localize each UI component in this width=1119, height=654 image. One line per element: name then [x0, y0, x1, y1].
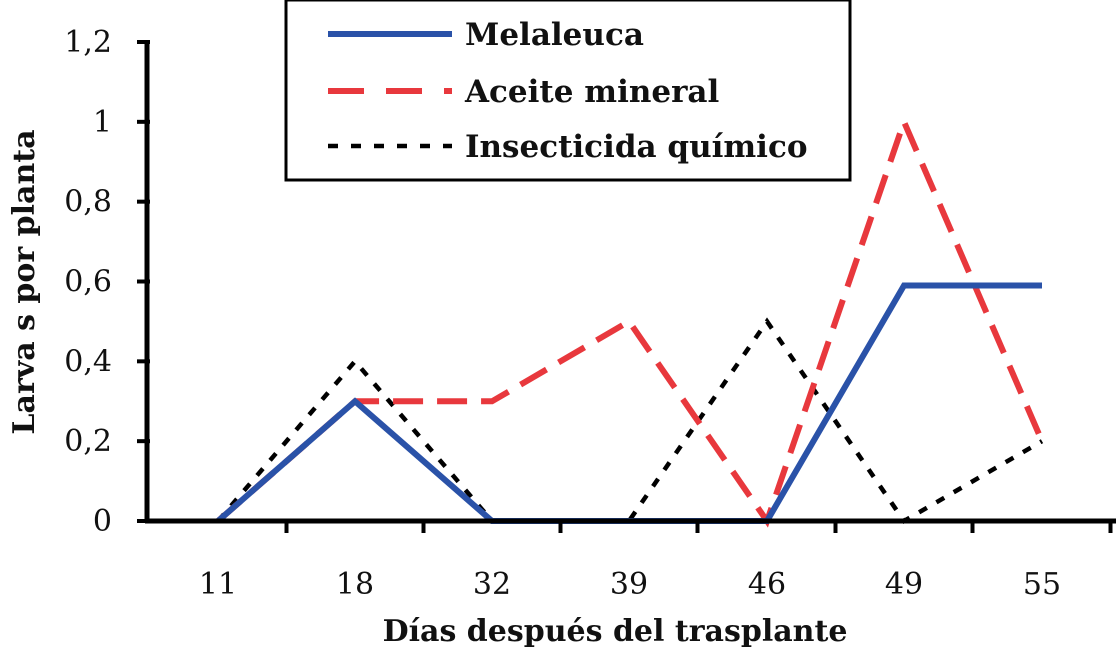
y-tick-label: 1 — [93, 105, 112, 140]
y-tick-label: 0,2 — [64, 424, 112, 459]
x-tick-label: 11 — [199, 567, 237, 602]
y-tick-label: 0,8 — [64, 185, 112, 220]
x-tick-label: 39 — [610, 567, 648, 602]
legend-label: Melaleuca — [465, 17, 644, 53]
y-tick-label: 1,2 — [64, 25, 112, 60]
y-axis-title: Larva s por planta — [7, 129, 42, 434]
x-tick-label: 18 — [336, 567, 374, 602]
x-tick-label: 32 — [473, 567, 511, 602]
series-line-1 — [216, 282, 1042, 524]
y-tick-label: 0 — [93, 504, 112, 539]
legend: Melaleuca Aceite mineral Insecticida quími… — [284, 0, 852, 182]
x-tick-label: 55 — [1023, 567, 1061, 602]
legend-box — [284, 0, 852, 182]
series-line-3 — [216, 317, 1044, 524]
x-axis-ticks: 11 18 32 39 46 49 55 — [199, 519, 1113, 602]
x-tick-label: 49 — [885, 567, 923, 602]
plot-area — [216, 113, 1045, 528]
x-tick-label: 46 — [748, 567, 786, 602]
x-axis-title: Días después del trasplante — [383, 614, 848, 649]
legend-label: Insecticida químico — [465, 129, 808, 165]
series-line-2 — [216, 113, 1045, 528]
y-tick-label: 0,6 — [64, 265, 112, 300]
y-tick-label: 0,4 — [64, 344, 112, 379]
y-axis-ticks: 0 0,2 0,4 0,6 0,8 1 1,2 — [64, 25, 150, 539]
legend-label: Aceite mineral — [464, 74, 719, 110]
